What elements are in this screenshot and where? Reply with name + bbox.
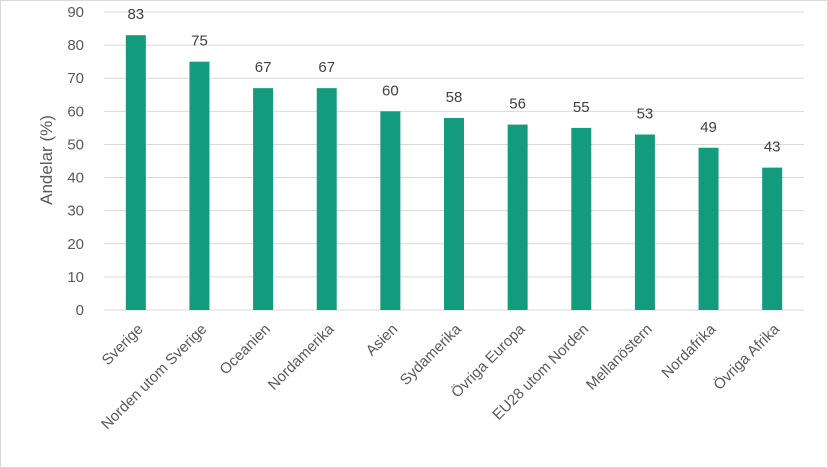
bar	[316, 88, 337, 311]
y-tick-label: 40	[67, 170, 84, 187]
bar	[571, 127, 592, 310]
x-category-label: Nordamerika	[265, 320, 338, 393]
data-label: 49	[700, 119, 717, 136]
gridlines	[104, 11, 804, 311]
x-category-label: Sydamerika	[397, 320, 465, 388]
y-tick-label: 0	[76, 302, 84, 319]
bar	[444, 117, 464, 310]
bar	[698, 147, 719, 310]
data-label: 75	[191, 33, 208, 50]
data-label: 67	[318, 59, 335, 76]
data-label: 60	[382, 82, 399, 99]
data-label: 53	[637, 106, 654, 123]
data-label: 56	[509, 96, 526, 113]
x-category-label: Nordafrika	[658, 320, 719, 381]
bar	[253, 88, 274, 311]
bars	[125, 35, 783, 311]
y-tick-label: 30	[67, 203, 84, 220]
data-label: 67	[255, 59, 272, 76]
bar	[125, 35, 146, 311]
data-labels: 83 75 67 67 60 58 56 55 53 49 43	[127, 6, 780, 155]
y-tick-label: 90	[67, 4, 84, 21]
bar	[507, 124, 528, 310]
x-category-label: Sverige	[99, 321, 147, 369]
data-label: 83	[127, 6, 144, 23]
bar	[762, 167, 783, 310]
y-axis-label: Andelar (%)	[37, 115, 56, 205]
x-category-label: Mellanöstern	[583, 321, 656, 394]
data-label: 55	[573, 99, 590, 116]
y-tick-label: 10	[67, 269, 84, 286]
bar	[634, 134, 655, 310]
y-tick-label: 80	[67, 37, 84, 54]
x-category-label: Oceanien	[216, 321, 273, 378]
data-label: 43	[764, 139, 781, 156]
y-tick-label: 20	[67, 236, 84, 253]
y-axis-ticks: 0 10 20 30 40 50 60 70 80 90	[67, 4, 84, 319]
data-label: 58	[446, 89, 463, 106]
x-category-label: Övriga Afrika	[710, 320, 784, 394]
x-category-label: Asien	[363, 321, 402, 360]
y-tick-label: 50	[67, 136, 84, 153]
y-tick-label: 70	[67, 70, 84, 87]
x-category-label: Norden utom Sverige	[98, 321, 210, 433]
y-tick-label: 60	[67, 103, 84, 120]
bar	[189, 61, 210, 310]
bar	[380, 111, 401, 310]
